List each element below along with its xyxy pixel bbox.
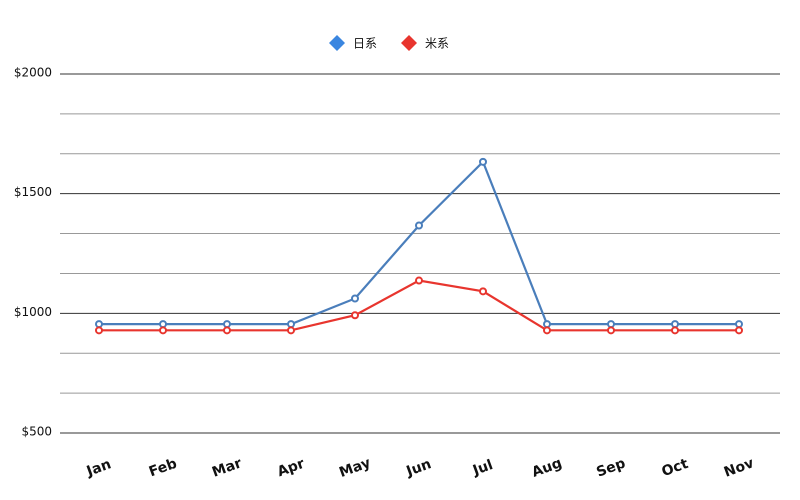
point [735, 320, 743, 329]
y-tick-label: $500 [21, 425, 52, 439]
y-tick-label: $1000 [14, 305, 52, 319]
point [287, 326, 295, 335]
point [735, 326, 743, 335]
point [607, 320, 615, 329]
point [671, 326, 679, 335]
x-tick-label: Mar [210, 455, 244, 480]
point [95, 326, 103, 335]
x-tick-label: Jan [84, 456, 114, 480]
series-line [99, 279, 739, 332]
x-tick-label: Oct [660, 456, 691, 480]
x-tick-label: Feb [147, 456, 179, 481]
x-tick-label: Jun [404, 456, 434, 480]
point [223, 326, 231, 335]
legend-label: 日系 [353, 37, 377, 51]
point [351, 294, 359, 303]
point [159, 320, 167, 329]
point [95, 320, 103, 329]
point [159, 326, 167, 335]
point [607, 326, 615, 335]
x-tick-label: Jul [470, 457, 495, 479]
legend-marker [401, 35, 417, 51]
legend-label: 米系 [425, 37, 449, 51]
x-tick-label: Sep [594, 455, 627, 480]
y-tick-label: $2000 [14, 66, 52, 80]
point [543, 320, 551, 329]
x-tick-label: Nov [722, 455, 756, 480]
x-tick-label: Apr [275, 456, 307, 481]
legend-marker [329, 35, 345, 51]
point [415, 221, 423, 230]
point [671, 320, 679, 329]
x-tick-label: Aug [530, 455, 564, 481]
x-tick-label: May [337, 455, 373, 481]
point [223, 320, 231, 329]
point [287, 320, 295, 329]
point [351, 311, 359, 320]
point [479, 287, 487, 296]
point [543, 326, 551, 335]
point [479, 157, 487, 166]
series-line [99, 159, 739, 326]
y-tick-label: $1500 [14, 185, 52, 199]
point [415, 276, 423, 285]
